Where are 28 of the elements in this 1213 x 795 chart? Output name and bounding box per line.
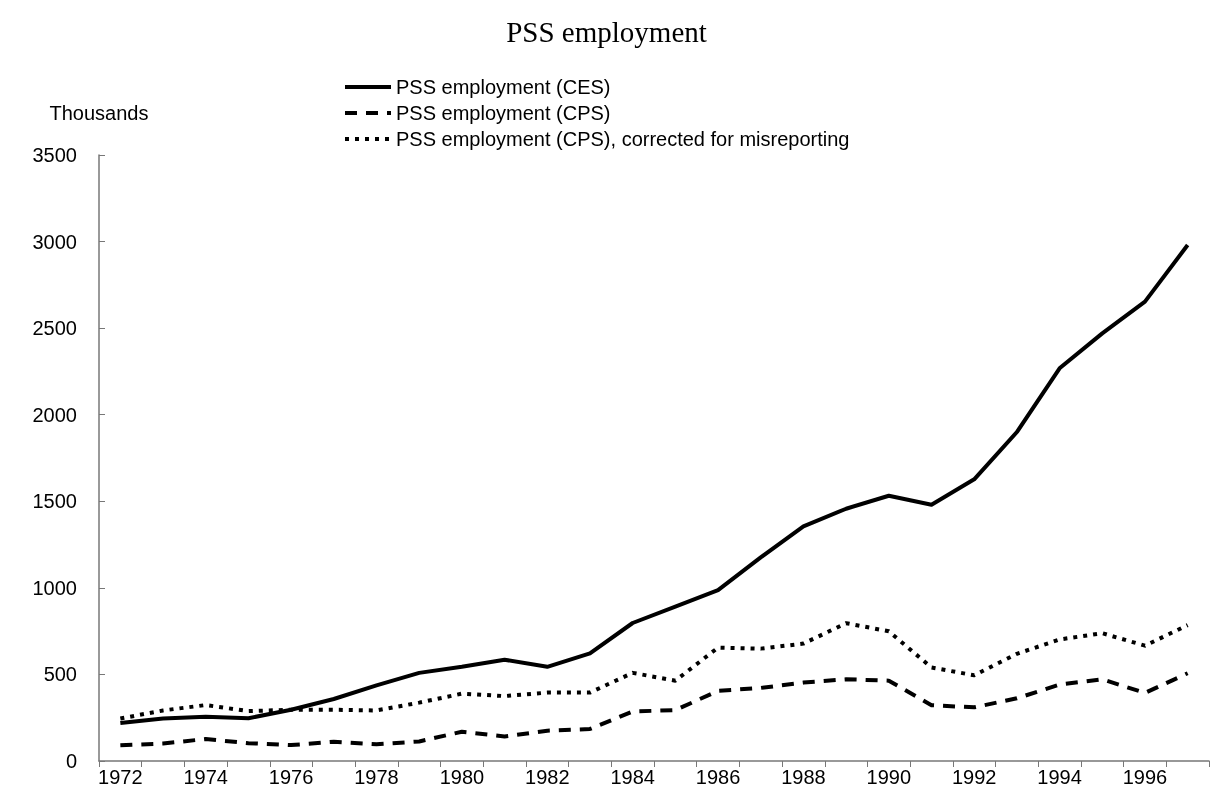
x-tick-label: 1980 <box>439 766 485 788</box>
y-tick-label: 3000 <box>32 230 77 253</box>
x-tick-label: 1978 <box>354 766 399 788</box>
x-tick-label: 1982 <box>525 766 570 788</box>
x-tick-label: 1990 <box>866 766 912 788</box>
x-tick-label: 1972 <box>98 766 143 788</box>
x-tick-label: 1996 <box>1122 766 1168 788</box>
chart-title: PSS employment <box>506 15 707 48</box>
line-series <box>118 671 1190 748</box>
line-series <box>118 243 1190 725</box>
y-tick-label: 1500 <box>32 490 77 513</box>
y-tick-label: 2500 <box>32 317 77 340</box>
x-tick-label: 1974 <box>183 766 228 788</box>
x-tick-label: 1988 <box>781 766 826 788</box>
legend-label: PSS employment (CPS), corrected for misreporting <box>396 128 850 150</box>
y-axis-title: Thousands <box>49 102 149 124</box>
y-tick-label: 1000 <box>32 576 77 599</box>
x-tick-label: 1986 <box>695 766 741 788</box>
legend-label: PSS employment (CPS) <box>396 102 611 124</box>
x-tick-label: 1992 <box>951 766 997 788</box>
y-tick-label: 500 <box>43 663 77 686</box>
y-tick-label: 2000 <box>32 403 77 426</box>
x-tick-label: 1976 <box>268 766 314 788</box>
y-tick-label: 0 <box>65 750 77 772</box>
legend-label: PSS employment (CES) <box>396 76 611 98</box>
y-tick-label: 3500 <box>32 144 77 166</box>
x-tick-label: 1984 <box>610 766 655 788</box>
x-tick-label: 1994 <box>1037 766 1082 788</box>
